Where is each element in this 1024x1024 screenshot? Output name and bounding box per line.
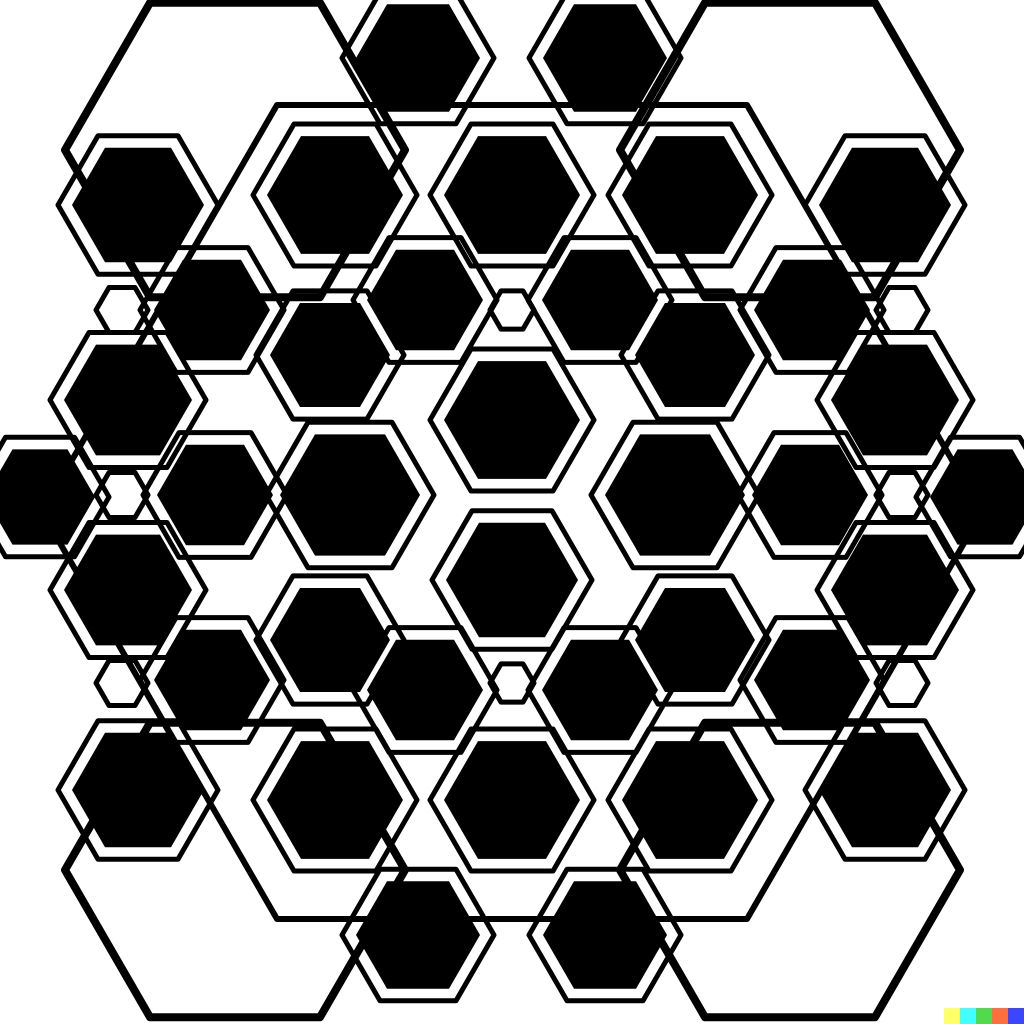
filled-hexagon (542, 639, 658, 741)
hexagon-outline (802, 718, 968, 862)
filled-hexagon (819, 147, 951, 263)
filled-hexagon (446, 522, 578, 638)
hexagon-outline (526, 866, 684, 1004)
hexagon-outline (605, 121, 775, 269)
filled-hexagon (444, 741, 580, 859)
hexagon-outline (427, 726, 597, 874)
filled-hexagon (64, 534, 192, 646)
filled-hexagon (543, 4, 667, 112)
watermark-swatch (960, 1008, 976, 1024)
filled-hexagon (930, 449, 1024, 545)
outline-hexagon (873, 285, 931, 335)
outline-hexagon (61, 0, 409, 302)
filled-hexagon (267, 136, 403, 254)
watermark-swatch (992, 1008, 1008, 1024)
outline-hexagon (487, 288, 537, 332)
filled-hexagon (367, 639, 483, 741)
hexagon-outline (427, 121, 597, 269)
filled-hexagon (154, 629, 270, 731)
filled-hexagon (356, 881, 480, 989)
hexagon-outline (814, 520, 976, 660)
hexagon-fill-layer (0, 4, 1024, 989)
hexagon-outline (588, 419, 762, 571)
hexagon-outline (339, 866, 497, 1004)
filled-hexagon (831, 344, 959, 456)
filled-hexagon (622, 741, 758, 859)
filled-hexagon (356, 4, 480, 112)
hexagon-outline (339, 0, 497, 127)
filled-hexagon (605, 434, 745, 556)
hexagon-outline (137, 615, 287, 745)
filled-hexagon (831, 534, 959, 646)
outline-hexagon (93, 658, 151, 708)
hexagon-outline (250, 121, 420, 269)
filled-hexagon (270, 588, 390, 692)
hexagon-outline (605, 726, 775, 874)
color-strip-watermark (944, 1008, 1024, 1024)
hexagon-outline (913, 434, 1024, 560)
outline-hexagon (93, 285, 151, 335)
filled-hexagon (157, 444, 273, 546)
hexagon-outline (802, 133, 968, 277)
filled-hexagon (0, 449, 95, 545)
filled-hexagon (154, 259, 270, 361)
outline-hexagon (61, 718, 409, 1022)
filled-hexagon (752, 444, 868, 546)
watermark-swatch (976, 1008, 992, 1024)
filled-hexagon (754, 259, 870, 361)
hexagon-outline (526, 0, 684, 127)
outline-hexagon (873, 470, 931, 520)
hexagon-outline (0, 434, 112, 560)
filled-hexagon (72, 732, 204, 848)
filled-hexagon (444, 361, 580, 479)
hexagon-outline (253, 573, 407, 707)
filled-hexagon (622, 136, 758, 254)
outline-hexagon (873, 658, 931, 708)
hexagon-outline (427, 346, 597, 494)
hexagon-outline (250, 726, 420, 874)
filled-hexagon (72, 147, 204, 263)
filled-hexagon (819, 732, 951, 848)
filled-hexagon (270, 303, 390, 407)
hexagon-outline (253, 288, 407, 422)
filled-hexagon (64, 344, 192, 456)
filled-hexagon (444, 136, 580, 254)
filled-hexagon (543, 881, 667, 989)
filled-hexagon (635, 303, 755, 407)
filled-hexagon (635, 588, 755, 692)
filled-hexagon (754, 629, 870, 731)
hexagon-outline (137, 245, 287, 375)
filled-hexagon (280, 434, 420, 556)
watermark-swatch (944, 1008, 960, 1024)
filled-hexagon (267, 741, 403, 859)
outline-hexagon (487, 661, 537, 705)
outline-hexagon (93, 470, 151, 520)
hexagon-outline (618, 288, 772, 422)
filled-hexagon (367, 249, 483, 351)
hexagon-outline (140, 430, 290, 560)
watermark-swatch (1008, 1008, 1024, 1024)
filled-hexagon (542, 249, 658, 351)
